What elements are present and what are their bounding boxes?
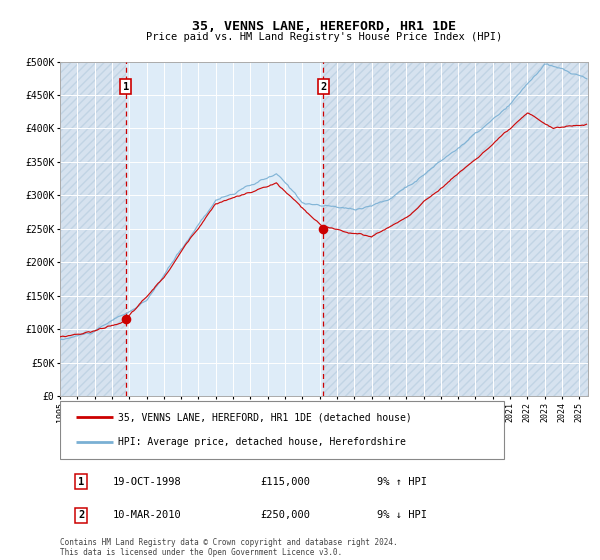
FancyBboxPatch shape — [60, 400, 503, 459]
Text: 2: 2 — [78, 510, 84, 520]
Text: HPI: Average price, detached house, Herefordshire: HPI: Average price, detached house, Here… — [118, 437, 406, 447]
Text: 2: 2 — [320, 82, 326, 92]
Text: Price paid vs. HM Land Registry's House Price Index (HPI): Price paid vs. HM Land Registry's House … — [146, 32, 502, 42]
Text: 19-OCT-1998: 19-OCT-1998 — [113, 477, 182, 487]
Point — [121, 315, 131, 324]
Bar — [126, 62, 323, 396]
Bar — [323, 62, 588, 396]
Text: 1: 1 — [122, 82, 129, 92]
Text: £250,000: £250,000 — [260, 510, 311, 520]
Text: £115,000: £115,000 — [260, 477, 311, 487]
Text: 1: 1 — [78, 477, 84, 487]
Bar — [60, 62, 126, 396]
Point — [319, 225, 328, 234]
Text: 9% ↑ HPI: 9% ↑ HPI — [377, 477, 427, 487]
Text: 9% ↓ HPI: 9% ↓ HPI — [377, 510, 427, 520]
Text: 10-MAR-2010: 10-MAR-2010 — [113, 510, 182, 520]
Text: Contains HM Land Registry data © Crown copyright and database right 2024.
This d: Contains HM Land Registry data © Crown c… — [60, 538, 398, 557]
Text: 35, VENNS LANE, HEREFORD, HR1 1DE (detached house): 35, VENNS LANE, HEREFORD, HR1 1DE (detac… — [118, 413, 412, 422]
Text: 35, VENNS LANE, HEREFORD, HR1 1DE: 35, VENNS LANE, HEREFORD, HR1 1DE — [192, 20, 456, 32]
